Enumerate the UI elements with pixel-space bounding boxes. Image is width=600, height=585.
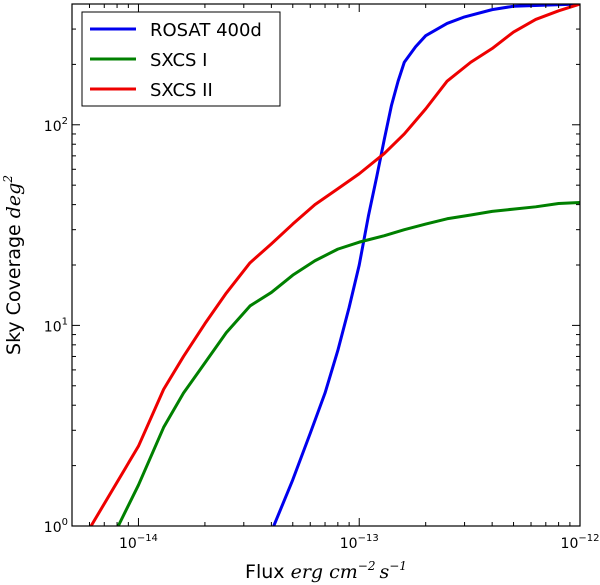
legend-label-sxcs-ii: SXCS II xyxy=(150,80,213,101)
y-axis-label-unit: deg xyxy=(3,183,25,219)
x-axis-label: Flux erg cm−2 s−1 xyxy=(245,559,407,583)
x-tick-label: 10−14 xyxy=(119,533,158,552)
plot-frame xyxy=(71,3,581,527)
x-axis-label-exp-1: −2 xyxy=(358,559,376,573)
y-tick-label: 101 xyxy=(44,316,68,335)
y-tick-label: 100 xyxy=(44,517,68,536)
legend-label-rosat-400d: ROSAT 400d xyxy=(150,20,262,41)
y-axis-label: Sky Coverage deg2 xyxy=(1,175,25,355)
x-axis-label-exp-2: −1 xyxy=(389,559,407,573)
y-axis-label-text: Sky Coverage xyxy=(3,224,25,355)
series-line-rosat-400d xyxy=(272,4,580,526)
y-tick-label: 102 xyxy=(44,116,68,135)
series-line-sxcs-i xyxy=(116,200,580,526)
x-tick-label: 10−13 xyxy=(340,533,379,552)
series-layer xyxy=(89,4,580,526)
legend-label-sxcs-i: SXCS I xyxy=(150,50,207,71)
series-line-sxcs-ii xyxy=(89,4,580,526)
x-tick-label: 10−12 xyxy=(561,533,600,552)
y-axis-label-exp: 2 xyxy=(1,175,15,184)
x-axis-label-text: Flux xyxy=(245,561,285,583)
x-axis-label-unit-1: erg cm xyxy=(291,561,358,583)
ticks-layer: 10−14 10−13 10−12 100 101 102 xyxy=(44,3,600,552)
x-axis-label-unit-2: s xyxy=(379,561,389,583)
legend: ROSAT 400d SXCS I SXCS II xyxy=(81,11,281,107)
